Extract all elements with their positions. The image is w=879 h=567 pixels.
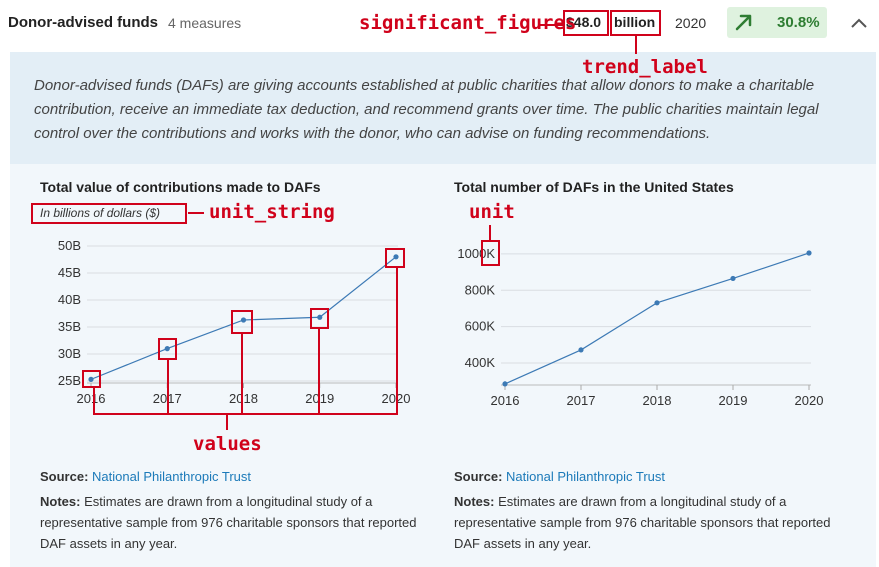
chevron-up-icon[interactable] [848, 13, 870, 33]
right-source-link[interactable]: National Philanthropic Trust [506, 469, 666, 484]
annotation-box-unit-label [481, 240, 500, 266]
left-chart-data-point [393, 254, 399, 260]
description-text: Donor-advised funds (DAFs) are giving ac… [34, 77, 819, 142]
right-chart-xtick-label: 2019 [719, 393, 748, 408]
annotation-unit-string: unit_string [209, 201, 335, 223]
annotation-values: values [193, 433, 262, 455]
measure-header[interactable]: Donor-advised funds 4 measures $48.0 bil… [0, 0, 879, 46]
annotation-trend-label: trend_label [582, 56, 708, 78]
right-chart-xtick-label: 2016 [491, 393, 520, 408]
annotation-box-value-2018 [231, 310, 253, 334]
headline-unit: billion [614, 14, 656, 30]
annotation-connector [540, 24, 563, 26]
annotation-unit: unit [469, 201, 515, 223]
left-chart-ytick-label: 35B [58, 319, 81, 334]
left-chart-ytick-label: 45B [58, 265, 81, 280]
left-notes: Notes: Estimates are drawn from a longit… [40, 491, 420, 554]
annotation-box-value-2019 [310, 308, 329, 329]
left-chart-unit-string: In billions of dollars ($) [40, 206, 161, 220]
right-notes-label: Notes: [454, 494, 495, 509]
right-chart-xtick-label: 2018 [643, 393, 672, 408]
left-notes-text: Estimates are drawn from a longitudinal … [40, 494, 417, 551]
description-box: Donor-advised funds (DAFs) are giving ac… [10, 52, 876, 164]
right-chart-xtick-label: 2017 [567, 393, 596, 408]
right-chart-ytick-label: 600K [465, 319, 496, 334]
annotation-connector [167, 360, 169, 414]
right-chart-xtick-label: 2020 [795, 393, 824, 408]
left-chart-data-point [88, 376, 94, 382]
left-chart-xtick-label: 2018 [229, 391, 258, 406]
annotation-connector [188, 212, 204, 214]
right-source: Source: National Philanthropic Trust [454, 469, 665, 484]
headline-value: $48.0 [566, 14, 602, 30]
left-chart-data-point [240, 317, 247, 323]
right-chart-ytick-label: 400K [465, 355, 496, 370]
annotation-box-value-2017 [158, 338, 177, 360]
left-source-link[interactable]: National Philanthropic Trust [92, 469, 252, 484]
right-notes: Notes: Estimates are drawn from a longit… [454, 491, 834, 554]
annotation-connector [93, 388, 95, 414]
annotation-significant-figures: significant_figures [359, 12, 577, 34]
right-chart-series-line [504, 252, 810, 385]
annotation-connector [318, 329, 320, 414]
right-notes-text: Estimates are drawn from a longitudinal … [454, 494, 831, 551]
left-chart-ytick-label: 25B [58, 373, 81, 388]
annotation-box-value [563, 10, 609, 36]
right-chart-data-point [806, 250, 812, 256]
left-chart-ytick-label: 50B [58, 238, 81, 253]
annotation-connector [93, 413, 398, 415]
right-chart-data-point [578, 347, 584, 353]
annotation-connector [226, 415, 228, 430]
annotation-box-unit-string [31, 203, 187, 224]
trend-percent: 30.8% [777, 14, 820, 31]
headline-year: 2020 [675, 15, 707, 31]
left-chart-data-point [317, 314, 323, 320]
left-chart-ytick-label: 30B [58, 346, 81, 361]
trend-badge: 30.8% [727, 7, 827, 38]
annotation-connector [241, 334, 243, 414]
right-chart-title: Total number of DAFs in the United State… [454, 179, 734, 195]
left-notes-label: Notes: [40, 494, 81, 509]
right-chart-ytick-label: 1000K [457, 246, 495, 261]
right-source-label: Source: [454, 469, 503, 484]
annotation-box-value-2016 [82, 370, 101, 388]
left-source-label: Source: [40, 469, 89, 484]
measure-count: 4 measures [168, 15, 242, 31]
annotation-box-value-2020 [385, 248, 405, 268]
measure-title: Donor-advised funds [8, 14, 159, 31]
annotation-box-unit [610, 10, 661, 36]
annotation-connector [489, 225, 491, 240]
left-chart-xtick-label: 2016 [77, 391, 106, 406]
left-chart-ytick-label: 40B [58, 292, 81, 307]
right-chart-data-point [654, 300, 660, 306]
left-chart-data-point [164, 346, 170, 352]
trend-up-arrow-icon [735, 14, 752, 31]
annotation-connector [396, 268, 398, 414]
left-source: Source: National Philanthropic Trust [40, 469, 251, 484]
annotation-connector [635, 36, 637, 54]
right-chart-ytick-label: 800K [465, 282, 496, 297]
right-chart-data-point [730, 275, 736, 282]
right-chart-data-point [502, 381, 508, 387]
left-chart-title: Total value of contributions made to DAF… [40, 179, 321, 195]
